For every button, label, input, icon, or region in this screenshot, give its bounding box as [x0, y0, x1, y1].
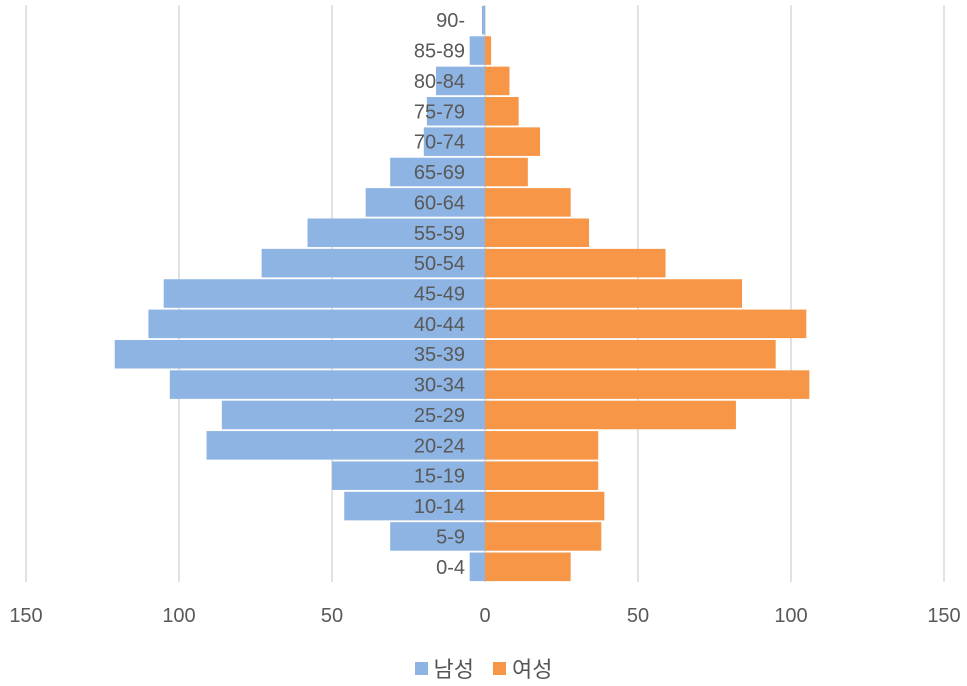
bar-male-35-39 — [114, 339, 486, 369]
bar-male-0-4 — [469, 552, 485, 582]
category-labels: 0-4 5-9 10-14 15-19 20-24 25-29 30-34 35-39 40-4… — [414, 10, 465, 579]
category-label-80-84: 80-84 — [414, 71, 465, 93]
x-tick-label-1: 100 — [162, 605, 195, 627]
x-tick-label-0: 150 — [9, 605, 42, 627]
category-label-90-: 90- — [436, 10, 465, 32]
category-label-75-79: 75-79 — [414, 101, 465, 123]
bar-female-20-24 — [485, 431, 599, 460]
bar-female-55-59 — [485, 218, 590, 248]
category-label-5-9: 5-9 — [436, 526, 465, 548]
bar-male-75-79 — [426, 97, 485, 126]
bar-male-15-19 — [332, 461, 485, 490]
bar-female-75-79 — [485, 97, 519, 126]
x-tick-label-2: 50 — [321, 605, 343, 627]
legend-item-male: 남성 — [414, 652, 474, 684]
category-label-50-54: 50-54 — [414, 253, 465, 275]
bar-male-5-9 — [390, 522, 485, 551]
legend-swatch-female — [493, 661, 506, 675]
category-label-15-19: 15-19 — [414, 466, 465, 488]
category-label-65-69: 65-69 — [414, 162, 465, 184]
category-label-25-29: 25-29 — [414, 405, 465, 427]
bar-female-45-49 — [485, 279, 743, 308]
category-label-0-4: 0-4 — [436, 557, 465, 579]
legend-item-female: 여성 — [493, 652, 552, 684]
category-label-85-89: 85-89 — [414, 41, 465, 63]
bar-female-70-74 — [485, 127, 541, 156]
x-tick-label-3: 0 — [479, 605, 490, 627]
x-tick-label-4: 50 — [627, 605, 649, 627]
bar-female-60-64 — [485, 188, 571, 217]
bar-male-20-24 — [206, 431, 486, 460]
bar-male-65-69 — [390, 157, 485, 187]
bar-male-55-59 — [307, 218, 485, 248]
bar-male-85-89 — [469, 36, 485, 65]
bar-female-85-89 — [485, 36, 492, 65]
bar-female-35-39 — [485, 339, 776, 369]
bar-male-70-74 — [423, 127, 485, 156]
legend: 남성 여성 — [0, 652, 967, 684]
bar-female-10-14 — [485, 491, 605, 521]
bar-female-40-44 — [485, 309, 807, 339]
category-label-55-59: 55-59 — [414, 223, 465, 245]
bar-female-25-29 — [485, 400, 736, 430]
bar-male-80-84 — [436, 66, 485, 96]
legend-swatch-male — [414, 661, 428, 675]
bar-male-60-64 — [365, 188, 485, 217]
bar-female-50-54 — [485, 248, 666, 278]
category-label-45-49: 45-49 — [414, 284, 465, 306]
bar-male-45-49 — [163, 279, 485, 308]
category-label-35-39: 35-39 — [414, 344, 465, 366]
bars — [114, 5, 810, 582]
category-label-70-74: 70-74 — [414, 132, 465, 154]
category-label-20-24: 20-24 — [414, 435, 465, 457]
bar-female-80-84 — [485, 66, 510, 96]
bar-male-50-54 — [261, 248, 485, 278]
category-label-30-34: 30-34 — [414, 375, 465, 397]
category-label-10-14: 10-14 — [414, 496, 465, 518]
bar-female-30-34 — [485, 370, 810, 399]
legend-label-female: 여성 — [512, 658, 553, 683]
bar-female-15-19 — [485, 461, 599, 490]
category-label-60-64: 60-64 — [414, 192, 465, 214]
bar-male-90- — [481, 5, 485, 35]
bar-male-40-44 — [148, 309, 485, 339]
x-tick-label-5: 100 — [774, 605, 807, 627]
bar-male-10-14 — [344, 491, 485, 521]
bar-female-0-4 — [485, 552, 571, 582]
category-label-40-44: 40-44 — [414, 314, 465, 336]
legend-label-male: 남성 — [433, 658, 474, 683]
x-axis-tick-labels: 150 100 50 0 50 100 150 — [9, 605, 960, 627]
bar-male-30-34 — [169, 370, 485, 399]
bar-male-25-29 — [221, 400, 485, 430]
bar-female-5-9 — [485, 522, 602, 551]
bar-female-65-69 — [485, 157, 528, 187]
x-tick-label-6: 150 — [927, 605, 960, 627]
